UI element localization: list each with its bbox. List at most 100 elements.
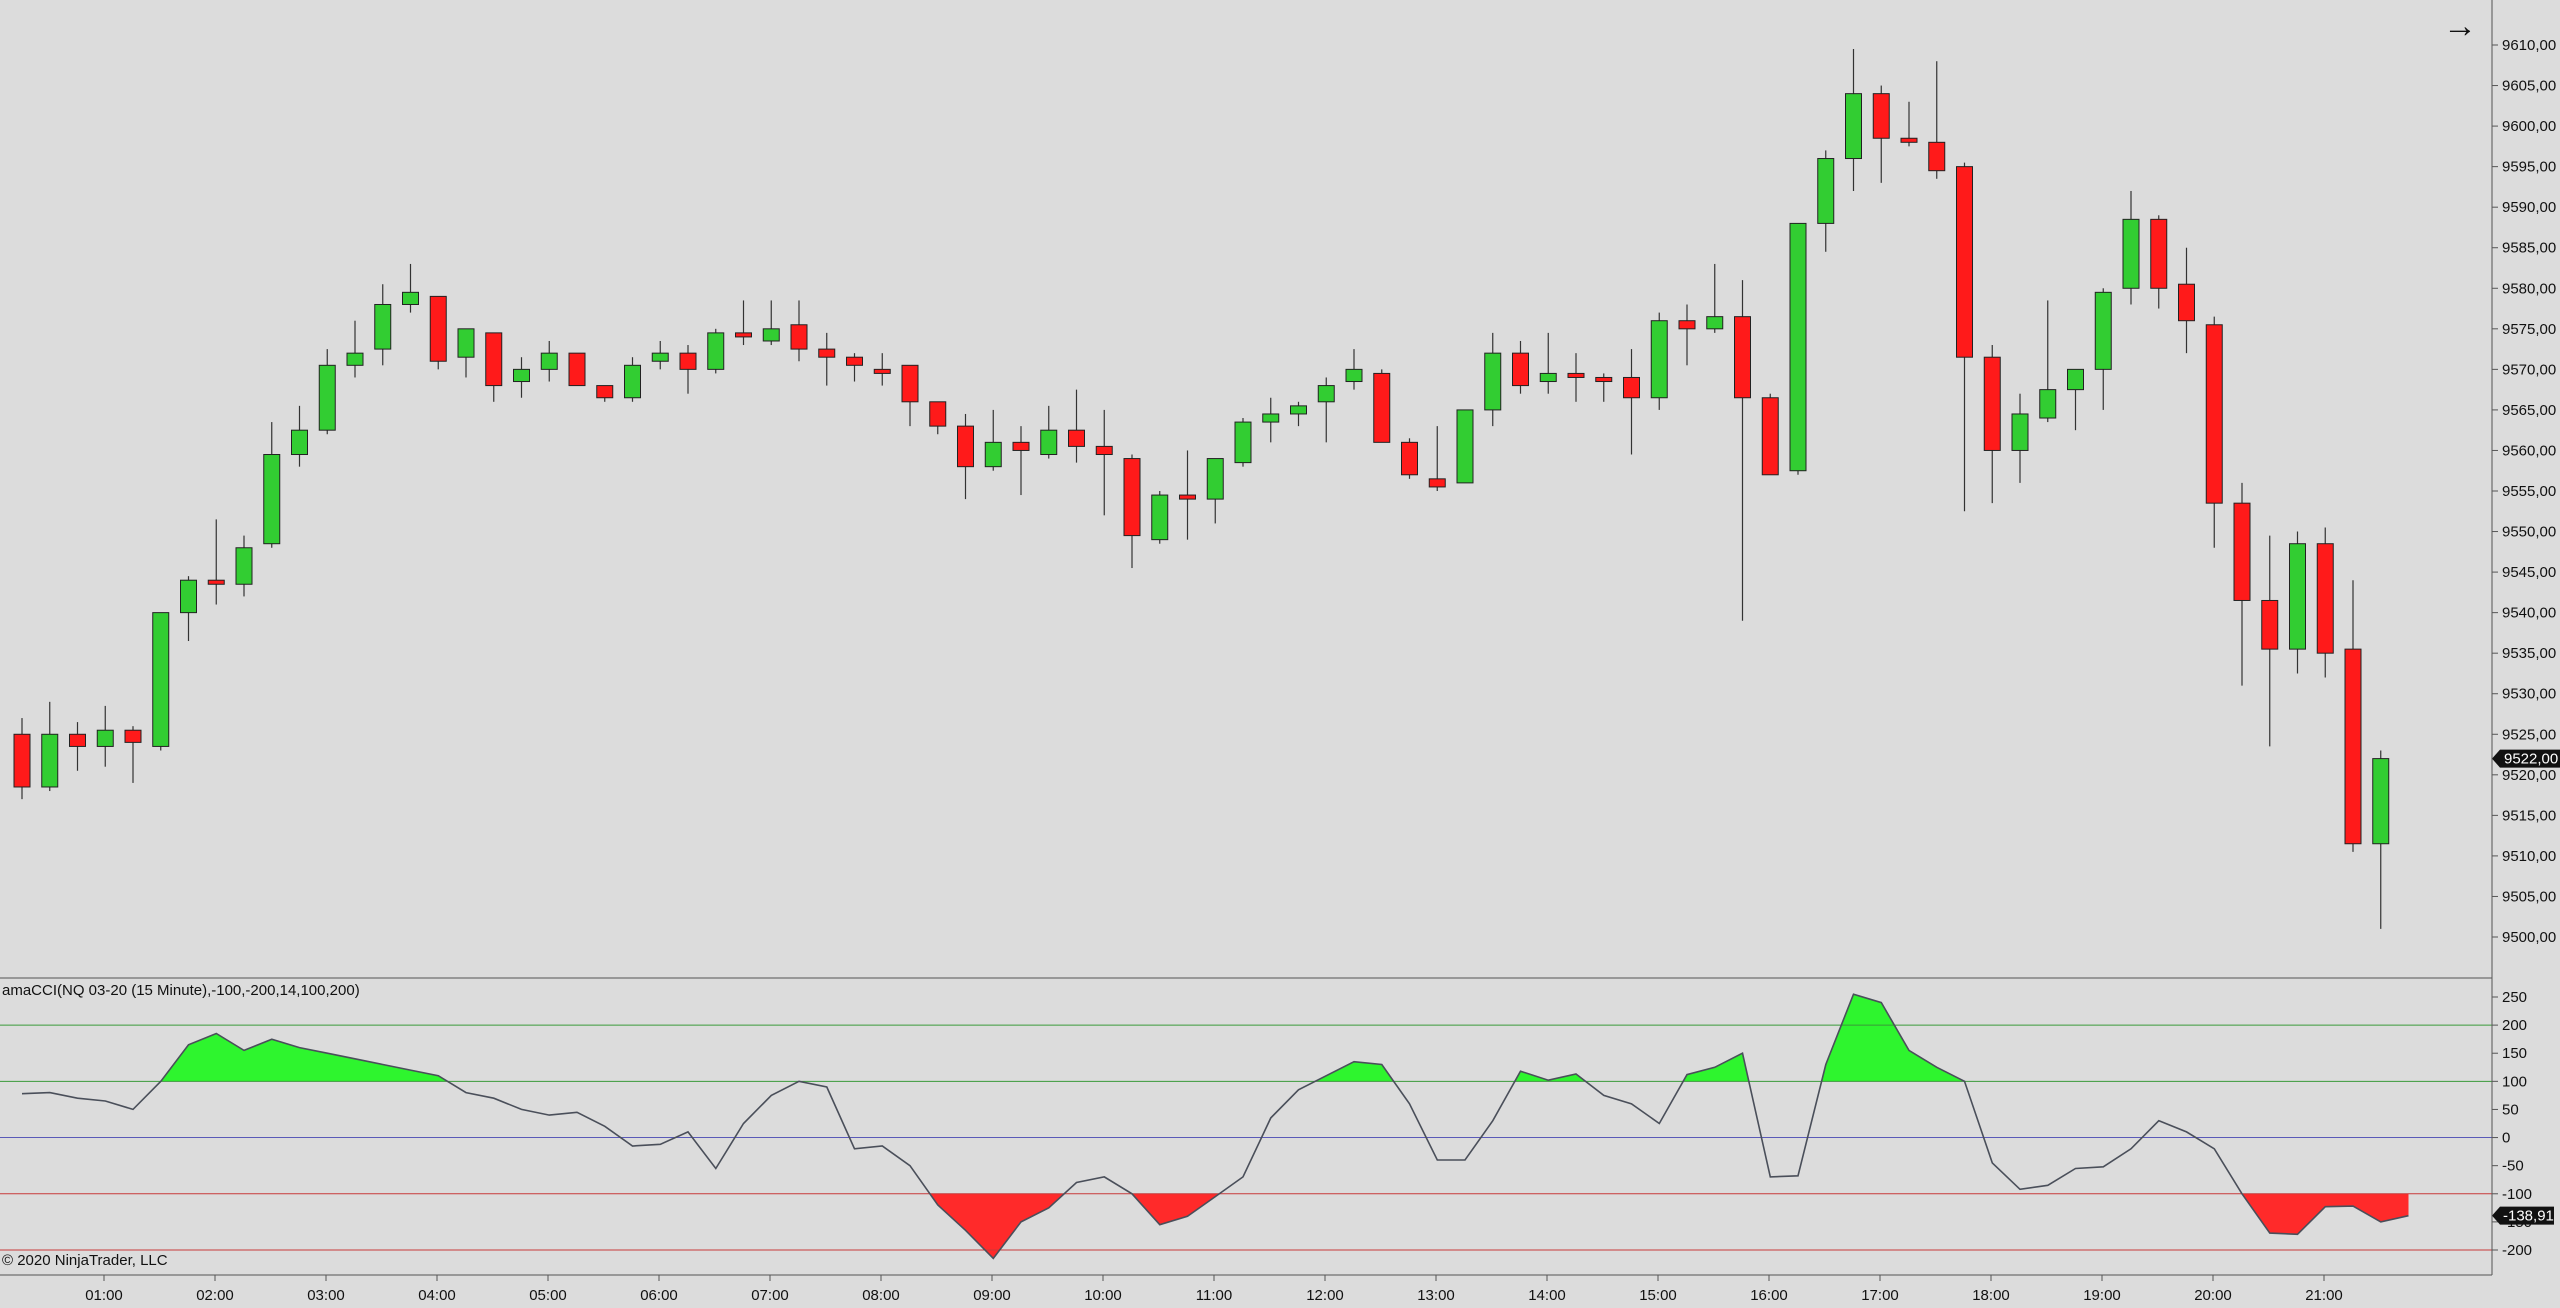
candle [152,612,170,751]
candle [1234,418,1252,467]
candle-body [2150,218,2168,289]
price-tick-label: 9575,00 [2502,321,2556,338]
cci-tick-label: 100 [2502,1073,2527,1090]
candle-body [1068,429,1085,447]
candle [207,519,225,605]
cci-tick-label: 200 [2502,1017,2527,1034]
candle-body [1789,222,1807,472]
right-arrow-icon[interactable]: → [2443,7,2477,45]
candle-body [624,364,641,399]
candle [2094,288,2112,410]
candle [1373,369,1391,443]
time-tick-label: 05:00 [529,1287,567,1303]
cci-tick-label: 150 [2502,1045,2527,1062]
price-tick-label: 9570,00 [2502,361,2556,378]
candle [2205,316,2223,548]
candle [2289,531,2306,674]
candle [1345,349,1363,390]
candle-body [679,352,697,370]
candle [2372,750,2390,929]
candle-body [1900,137,1918,143]
candle [1428,426,1446,491]
candle-body [457,328,475,358]
candle-body [2233,502,2251,601]
cci-oversold-fill [2242,1193,2409,1235]
price-tick-label: 9535,00 [2502,645,2556,662]
time-axis: 01:00 02:00 03:00 04:00 05:00 06:00 07:00 08:00… [85,1275,2343,1304]
time-tick-label: 08:00 [862,1287,900,1303]
price-tick-label: 9595,00 [2502,159,2556,176]
time-tick-label: 14:00 [1528,1287,1566,1303]
candle [1956,162,1973,512]
candle-body [2039,389,2057,419]
time-tick-label: 07:00 [751,1287,789,1303]
candle-body [374,303,392,350]
candle-body [2344,648,2362,845]
candle-body [485,332,503,387]
time-tick-label: 18:00 [1972,1287,2010,1303]
candle-body [1761,397,1779,476]
candle [41,701,59,792]
copyright-notice: © 2020 NinjaTrader, LLC [2,1252,168,1269]
candle [2261,535,2279,747]
candle-body [1872,93,1890,139]
candle-body [1456,409,1474,484]
candle [1539,332,1557,394]
candle-body [2372,758,2390,845]
candle [929,401,947,435]
candle-body [13,733,31,788]
cci-overbought-fill [1514,1071,1586,1082]
candle [1317,377,1335,443]
time-tick-label: 02:00 [196,1287,234,1303]
candle-body [152,612,170,747]
candle-body [1539,372,1557,383]
cci-tick-label: -200 [2502,1242,2532,1259]
candle-body [818,348,836,358]
candle [402,263,419,313]
candle [1706,263,1724,333]
last-price-marker [2492,749,2560,768]
candle [1678,304,1696,366]
candle [1928,61,1946,179]
candle [1068,389,1085,463]
candle-body [1512,352,1529,387]
candle-body [2122,218,2140,289]
candle [1456,409,1474,484]
candle [1040,405,1058,459]
candle-body [429,295,447,362]
cci-last-value-label: -138,91 [2503,1208,2554,1225]
price-tick-label: 9540,00 [2502,605,2556,622]
candle-body [263,454,281,545]
price-tick-label: 9600,00 [2502,118,2556,135]
candle-body [346,352,364,366]
candle [513,357,530,398]
candle-body [651,352,669,362]
price-tick-label: 9525,00 [2502,726,2556,743]
candle-body [235,547,253,585]
candle [457,328,475,378]
price-tick-label: 9555,00 [2502,483,2556,500]
candle [901,364,919,427]
candle-body [1012,441,1030,451]
price-tick-label: 9545,00 [2502,564,2556,581]
candle [1650,312,1668,410]
time-tick-label: 12:00 [1306,1287,1344,1303]
price-tick-label: 9605,00 [2502,78,2556,95]
candle [2122,190,2140,305]
candle-body [596,385,614,399]
candle-body [957,425,974,468]
candle [790,300,808,362]
price-tick-label: 9590,00 [2502,199,2556,216]
candle-body [1151,494,1169,541]
candle [624,357,641,402]
indicator-label: amaCCI(NQ 03-20 (15 Minute),-100,-200,14… [2,982,360,999]
candle-body [2011,413,2029,451]
time-tick-label: 20:00 [2194,1287,2232,1303]
candle [651,340,669,370]
candle-body [846,356,863,366]
time-tick-label: 09:00 [973,1287,1011,1303]
candle-body [901,364,919,403]
candle-body [735,332,752,338]
